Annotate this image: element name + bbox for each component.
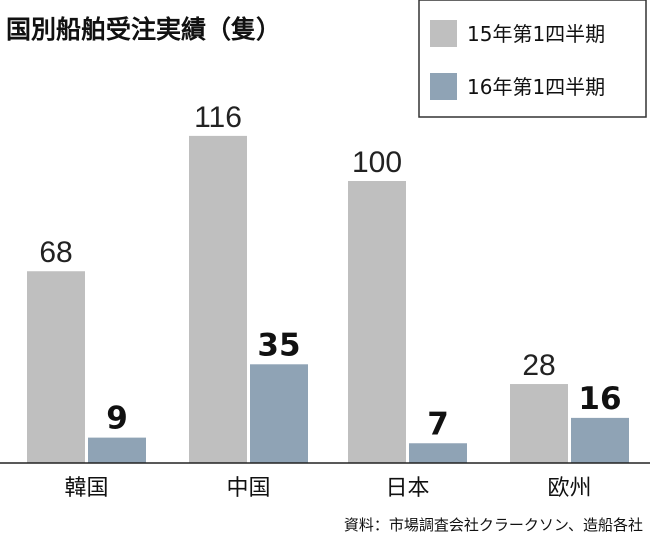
category-label-2: 日本 (385, 476, 429, 501)
category-label-3: 欧州 (547, 476, 591, 501)
bar-16q1-3 (571, 417, 629, 463)
source-note: 資料：市場調査会社クラークソン、造船各社 (344, 516, 643, 534)
legend-label-16q1: 16年第1四半期 (467, 75, 605, 99)
value-label-16q1-3: 16 (578, 381, 621, 417)
value-label-15q1-3: 28 (522, 349, 555, 382)
bar-16q1-0 (88, 437, 146, 463)
value-label-16q1-2: 7 (427, 406, 449, 442)
bar-15q1-0 (27, 271, 85, 463)
bars-group (27, 135, 629, 463)
legend-label-15q1: 15年第1四半期 (467, 22, 605, 46)
value-label-16q1-0: 9 (106, 401, 128, 437)
value-label-15q1-2: 100 (352, 146, 402, 179)
bar-15q1-1 (189, 135, 247, 463)
bar-15q1-2 (348, 181, 406, 463)
legend-swatch-15q1 (430, 20, 457, 47)
value-label-16q1-1: 35 (257, 327, 300, 363)
chart-title: 国別船舶受注実績（隻） (6, 15, 281, 44)
value-label-15q1-1: 116 (194, 101, 242, 134)
value-label-15q1-0: 68 (39, 236, 72, 269)
bar-16q1-1 (250, 364, 308, 463)
category-label-0: 韓国 (64, 476, 108, 501)
legend-swatch-16q1 (430, 73, 457, 100)
category-label-1: 中国 (226, 476, 270, 501)
bar-16q1-2 (409, 443, 467, 463)
category-labels-group: 韓国 中国 日本 欧州 (64, 476, 591, 501)
legend: 15年第1四半期 16年第1四半期 (418, 0, 647, 118)
value-labels-group: 68 9 116 35 100 7 28 16 (39, 101, 621, 442)
bar-15q1-3 (510, 384, 568, 463)
